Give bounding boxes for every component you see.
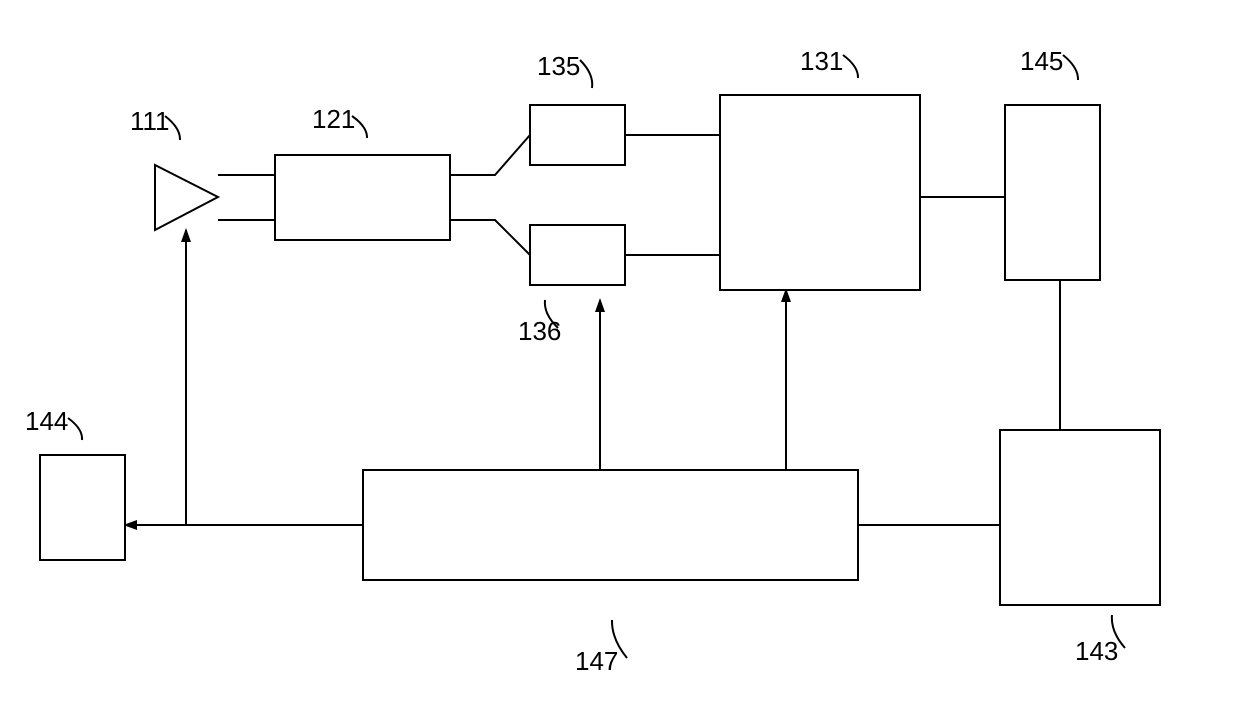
label-n131: 131 xyxy=(800,46,843,76)
node-n111: 111 xyxy=(130,106,218,230)
label-n121: 121 xyxy=(312,104,355,134)
node-n144: 144 xyxy=(25,406,125,560)
node-n131: 131 xyxy=(720,46,920,290)
node-n121: 121 xyxy=(275,104,450,240)
label-n145: 145 xyxy=(1020,46,1063,76)
node-n136: 136 xyxy=(518,225,625,346)
label-n143: 143 xyxy=(1075,636,1118,666)
edge-n121-n136 xyxy=(450,220,530,255)
node-n143: 143 xyxy=(1000,430,1160,666)
label-n147: 147 xyxy=(575,646,618,676)
edge-n121-n135 xyxy=(450,135,530,175)
node-n147: 147 xyxy=(363,470,858,676)
block-diagram: 111 121 135 136 131 145 143 147 144 xyxy=(0,0,1240,706)
node-n135: 135 xyxy=(530,51,625,165)
edge-n147-n111_stem xyxy=(186,230,363,525)
label-n111: 111 xyxy=(130,106,170,136)
label-n144: 144 xyxy=(25,406,68,436)
label-n136: 136 xyxy=(518,316,561,346)
label-n135: 135 xyxy=(537,51,580,81)
node-n145: 145 xyxy=(1005,46,1100,280)
